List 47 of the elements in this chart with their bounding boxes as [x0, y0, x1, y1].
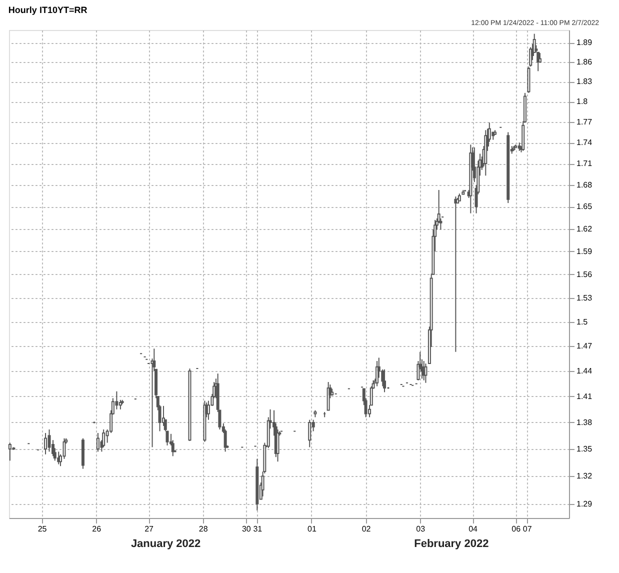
x-tick-label: 06 — [512, 524, 522, 534]
y-tick-label: 1.62 — [576, 224, 593, 234]
y-tick-label: 1.53 — [576, 293, 593, 302]
x-tick-label: 28 — [198, 524, 208, 534]
candlestick — [102, 428, 106, 448]
chart-title: Hourly IT10YT=RR — [8, 5, 88, 15]
candlestick — [48, 428, 51, 452]
candlestick — [96, 432, 100, 452]
y-tick-label: 1.59 — [576, 246, 593, 256]
text: February 2022 — [414, 538, 489, 550]
y-tick-label: 1.44 — [576, 366, 593, 376]
y-tick-label: 1.65 — [576, 202, 593, 212]
y-tick-label: 1.86 — [576, 58, 593, 67]
candlestick — [424, 363, 428, 384]
y-tick-label: 1.5 — [576, 317, 588, 326]
x-tick-label: 25 — [38, 524, 48, 534]
x-tick-label: 31 — [253, 524, 263, 534]
y-tick-label: 1.29 — [576, 499, 593, 508]
y-tick-label: 1.35 — [576, 444, 593, 454]
x-tick-label: 26 — [92, 524, 102, 534]
y-tick-label: 1.41 — [576, 392, 593, 401]
y-tick-label: 1.32 — [576, 472, 593, 481]
x-tick-label: 03 — [416, 524, 426, 534]
y-tick-label: 1.38 — [576, 418, 593, 427]
x-tick-label: 27 — [144, 524, 154, 534]
y-tick-label: 1.68 — [576, 180, 593, 190]
text: January 2022 — [130, 538, 201, 550]
candlestick — [527, 66, 530, 94]
y-tick-label: 1.77 — [576, 117, 593, 126]
candlestick — [44, 432, 48, 455]
y-tick-label: 1.56 — [576, 270, 593, 279]
y-tick-label: 1.83 — [576, 77, 593, 86]
x-tick-label: 02 — [362, 524, 372, 534]
candlestick — [308, 419, 312, 448]
candlestick — [383, 368, 386, 393]
y-tick-label: 1.71 — [576, 159, 593, 168]
y-tick-label: 1.47 — [576, 342, 593, 351]
x-tick-label: 01 — [308, 524, 317, 534]
candlestick — [115, 390, 118, 410]
x-tick-label: 07 — [522, 524, 532, 534]
x-tick-label: 30 — [242, 524, 252, 534]
x-tick-label: 04 — [468, 524, 478, 534]
candlestick — [8, 442, 12, 462]
y-tick-label: 1.8 — [576, 97, 588, 106]
candlestick — [538, 52, 542, 64]
y-tick-label: 1.74 — [576, 138, 593, 148]
y-tick-label: 1.89 — [576, 38, 593, 48]
